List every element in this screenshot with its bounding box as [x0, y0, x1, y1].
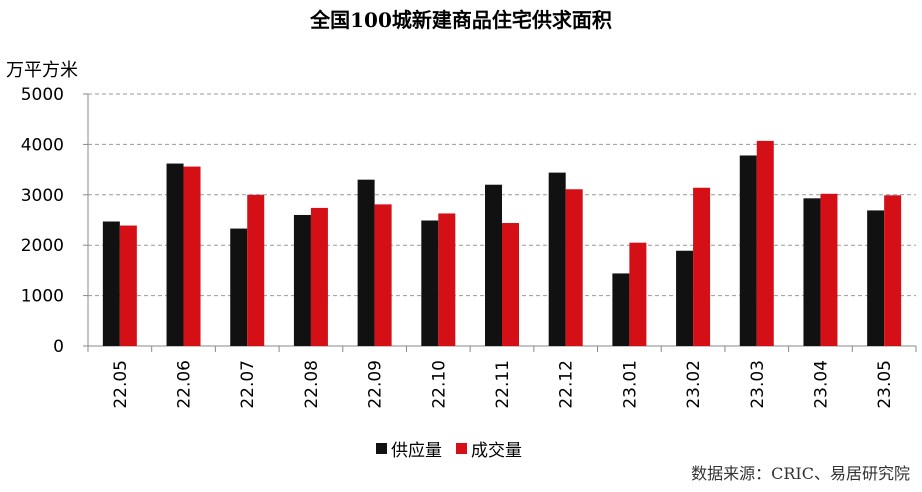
x-tick-label: 22.09 — [366, 360, 386, 409]
legend-label-deals: 成交量 — [471, 441, 522, 461]
x-tick-label: 22.05 — [111, 360, 131, 409]
bar-deals — [565, 189, 583, 346]
bar-supply — [293, 214, 311, 346]
y-tick-label: 5000 — [21, 85, 64, 105]
bar-supply — [739, 155, 757, 346]
y-axis-label: 万平方米 — [6, 60, 78, 81]
x-tick-label: 23.02 — [684, 360, 704, 409]
x-tick-label: 23.03 — [748, 360, 768, 409]
bar-deals — [884, 195, 902, 346]
legend-item-deals: 成交量 — [456, 436, 522, 461]
x-tick-label: 23.04 — [811, 360, 831, 409]
bar-supply — [485, 184, 502, 346]
x-tick-label: 22.08 — [302, 360, 322, 409]
bar-supply — [421, 220, 439, 346]
x-tick-label: 22.06 — [175, 360, 195, 409]
legend-label-supply: 供应量 — [391, 441, 442, 461]
bar-deals — [629, 242, 647, 346]
bar-deals — [183, 166, 201, 346]
legend-item-supply: 供应量 — [376, 436, 442, 461]
bar-deals — [756, 140, 774, 346]
bar-deals — [247, 194, 265, 346]
y-tick-label: 0 — [53, 337, 64, 357]
bar-supply — [102, 221, 120, 346]
y-tick-label: 1000 — [21, 287, 64, 307]
x-tick-label: 22.10 — [429, 360, 449, 409]
bar-deals — [310, 207, 328, 346]
data-source-note: 数据来源：CRIC、易居研究院 — [691, 464, 910, 483]
bar-deals — [374, 204, 392, 346]
bar-deals — [693, 187, 711, 346]
x-tick-label: 22.11 — [493, 360, 513, 409]
x-tick-label: 23.01 — [620, 360, 640, 409]
y-tick-label: 4000 — [21, 135, 64, 155]
legend-swatch-deals — [456, 443, 467, 454]
x-tick-label: 23.05 — [875, 360, 895, 409]
bar-deals — [438, 213, 456, 346]
y-tick-label: 3000 — [21, 186, 64, 206]
bar-supply — [357, 179, 375, 346]
bar-supply — [867, 210, 885, 346]
bar-deals — [119, 225, 137, 346]
x-tick-label: 22.12 — [557, 360, 577, 409]
bar-supply — [612, 273, 630, 346]
bar-supply — [803, 198, 821, 346]
x-tick-label: 22.07 — [238, 360, 258, 409]
legend: 供应量 成交量 — [376, 436, 522, 461]
bar-supply — [548, 172, 566, 346]
legend-swatch-supply — [376, 443, 387, 454]
bar-deals — [502, 223, 519, 346]
bar-supply — [166, 163, 184, 346]
bar-supply — [230, 228, 248, 346]
y-tick-label: 2000 — [21, 236, 64, 256]
bar-deals — [820, 193, 838, 346]
bar-supply — [676, 250, 694, 346]
chart-title: 全国100城新建商品住宅供求面积 — [310, 8, 612, 32]
